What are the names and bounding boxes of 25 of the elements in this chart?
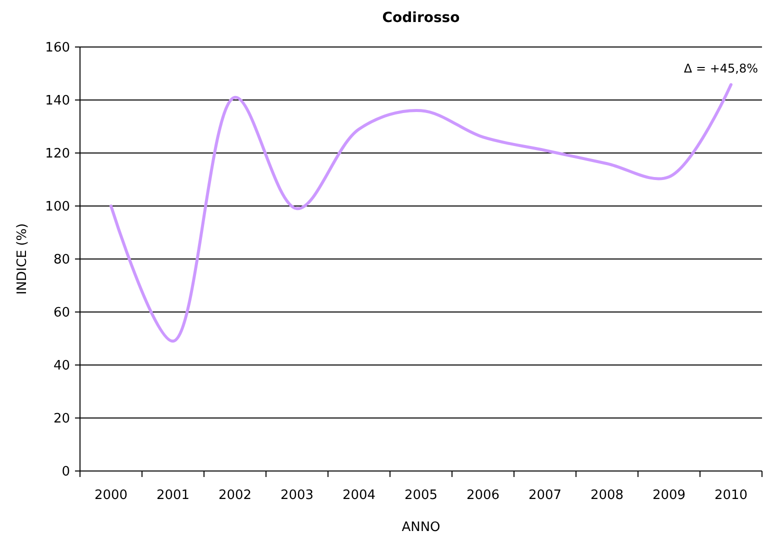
x-tick-label: 2003 bbox=[280, 488, 314, 503]
y-tick-label: 60 bbox=[53, 306, 70, 321]
annotation: Δ = +45,8% bbox=[684, 62, 758, 76]
x-tick-label: 2001 bbox=[156, 488, 190, 503]
y-tick-label: 140 bbox=[45, 94, 70, 109]
y-axis-title: INDICE (%) bbox=[15, 223, 30, 295]
y-tick-label: 80 bbox=[53, 252, 70, 268]
chart-title: Codirosso bbox=[382, 10, 460, 26]
y-tick-label: 40 bbox=[53, 358, 70, 374]
line-series bbox=[110, 83, 732, 343]
y-tick-label: 20 bbox=[53, 412, 70, 427]
y-tick-label: 160 bbox=[45, 40, 70, 56]
x-tick-label: 2002 bbox=[218, 488, 252, 503]
x-tick-label: 2008 bbox=[590, 488, 624, 503]
y-tick-label: 0 bbox=[62, 464, 70, 480]
x-tick-label: 2005 bbox=[404, 488, 438, 503]
x-tick-label: 2004 bbox=[342, 488, 376, 503]
y-tick-label: 120 bbox=[45, 146, 70, 162]
x-tick-label: 2007 bbox=[528, 488, 562, 503]
x-tick-label: 2000 bbox=[94, 488, 128, 503]
x-tick-label: 2010 bbox=[714, 488, 748, 503]
y-tick-label: 100 bbox=[45, 200, 70, 215]
x-tick-label: 2009 bbox=[652, 488, 686, 503]
x-axis-title: ANNO bbox=[402, 520, 440, 535]
x-tick-label: 2006 bbox=[466, 488, 500, 503]
